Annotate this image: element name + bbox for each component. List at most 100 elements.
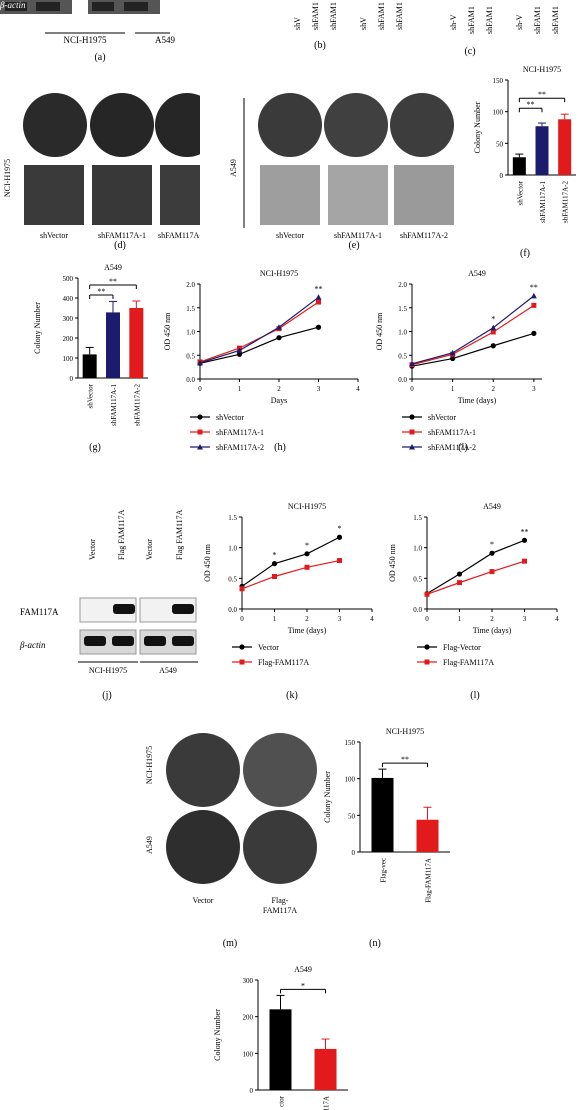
y-tick-label: 100 (345, 776, 356, 784)
legend-marker (424, 644, 430, 650)
series-line-1 (426, 560, 525, 595)
panel-label-m: (m) (222, 938, 238, 949)
x-tick-label: shFAM117A-1 (539, 181, 547, 224)
x-tick-label: 3 (523, 615, 527, 623)
y-tick-label: 0.5 (186, 352, 195, 360)
data-point (490, 343, 496, 349)
x-tick-label: shVector (516, 180, 524, 205)
panel-label-d: (d) (114, 240, 126, 251)
sig-star: ** (538, 90, 546, 99)
y-tick-label: 0 (250, 1087, 254, 1095)
row-label-d: NCI-H1975 (3, 159, 12, 197)
chart-n: NCI-H1975 Colony Number 0 50 100 150 Flag-vec F… (323, 727, 450, 903)
chart-f: NCI-H1975 Colony Number 0 50 100 150 shVector s… (473, 65, 576, 224)
x-tick-label: 2 (277, 385, 281, 393)
legend-marker (409, 414, 415, 420)
x-tick-label: 4 (555, 615, 559, 623)
data-point (272, 573, 277, 579)
y-tick-label: 0.0 (186, 376, 195, 384)
data-point (316, 299, 321, 305)
data-point (304, 551, 310, 557)
panel-label-f: (f) (520, 248, 530, 259)
legend-label: Vector (258, 643, 279, 652)
x-tick-label: 3 (338, 615, 342, 623)
panel-label-j: (j) (102, 690, 112, 701)
x-tick-label: 1 (273, 615, 277, 623)
bar-0 (371, 777, 394, 852)
colony-images-d: NCI-H1975 shVector shFAM117A-1 shFAM117A… (3, 93, 219, 240)
chart-o: A549 Colony Number 0 100 200 300 ctor 117A * (213, 965, 348, 1110)
sig-star: * (338, 524, 342, 533)
y-tick-label: 50 (496, 140, 504, 148)
x-axis-label: Time (days) (473, 626, 512, 635)
data-point (276, 324, 282, 330)
y-axis-label: Colony Number (473, 101, 482, 153)
x-tick-label: 1 (458, 615, 462, 623)
data-point (490, 324, 497, 331)
legend-marker (197, 414, 203, 420)
legend-marker (409, 429, 415, 435)
legend-marker (239, 659, 245, 665)
y-tick-label: 200 (63, 335, 74, 343)
sig-star: * (273, 551, 277, 560)
data-point (336, 534, 343, 540)
y-tick-label: 300 (243, 977, 254, 985)
sig-star: ** (521, 527, 529, 536)
legend-label: shFAM117A-2 (216, 443, 264, 452)
series-line-0 (199, 326, 319, 364)
legend-label: shVector (216, 413, 244, 422)
sig-star: ** (527, 100, 535, 109)
lane-b-3: shFAM1 (329, 2, 338, 30)
chart-title: NCI-H1975 (260, 269, 298, 278)
panel-label-i: (i) (458, 442, 468, 453)
lane-c-5: shFAM1 (533, 6, 542, 34)
data-point (531, 330, 537, 336)
series-line-0 (241, 536, 340, 587)
bar-0 (512, 157, 526, 175)
y-tick-label: 0 (500, 172, 504, 180)
blot-a (0, 0, 195, 34)
panel-b: shV shFAM1 shFAM1 shV shFAM1 shFAM1 (290, 0, 410, 45)
y-tick-label: 1.5 (398, 305, 407, 313)
lane-c-3: shFAM1 (485, 6, 494, 34)
chart-title: NCI-H1975 (288, 502, 326, 511)
lane-c-1: sh-V (449, 14, 458, 30)
data-point (489, 569, 495, 575)
x-tick-label: 3 (532, 385, 536, 393)
y-tick-label: 0 (70, 375, 74, 383)
legend-marker (197, 429, 203, 435)
panel-a: β-actin (0, 0, 195, 65)
y-tick-label: 500 (63, 275, 74, 283)
panel-j: Vector Flag FAM117A Vector Flag FAM117A … (0, 500, 215, 675)
y-tick-label: 0.5 (413, 575, 422, 583)
y-axis-label: OD 450 nm (375, 312, 384, 351)
x-tick-label: shFAM117A-2 (562, 181, 570, 224)
y-tick-label: 400 (63, 295, 74, 303)
legend-marker (239, 644, 245, 650)
x-tick-label: 2 (305, 615, 309, 623)
legend-label: Flag-FAM117A (443, 658, 494, 667)
y-axis-label: Colony Number (33, 302, 42, 354)
legend-label: shFAM117A-2 (428, 443, 476, 452)
row-m-1: NCI-H1975 (145, 746, 154, 784)
data-point (521, 537, 528, 543)
bar-1 (314, 1048, 337, 1090)
legend-label: shFAM117A-1 (428, 428, 476, 437)
data-point (449, 349, 456, 356)
lane-j-1: Vector (88, 539, 97, 560)
caption-d-3: shFAM117A-2 (158, 231, 200, 240)
x-tick-label: 3 (317, 385, 321, 393)
legend-marker (409, 444, 415, 450)
y-tick-label: 150 (493, 77, 504, 85)
chart-title: A549 (483, 502, 501, 511)
legend-label: Flag-FAM117A (258, 658, 309, 667)
x-tick-label: Flag-FAM117A (425, 858, 433, 903)
data-point (489, 550, 495, 556)
y-tick-label: 1.0 (398, 329, 407, 337)
legend-marker (197, 444, 203, 450)
lane-b-6: shFAM1 (395, 2, 404, 30)
panel-d: NCI-H1975 shVector shFAM117A-1 shFAM117A… (0, 78, 219, 253)
caption-m-2: Flag- (272, 896, 289, 905)
caption-e-2: shFAM117A-1 (334, 231, 382, 240)
data-point (315, 294, 322, 300)
